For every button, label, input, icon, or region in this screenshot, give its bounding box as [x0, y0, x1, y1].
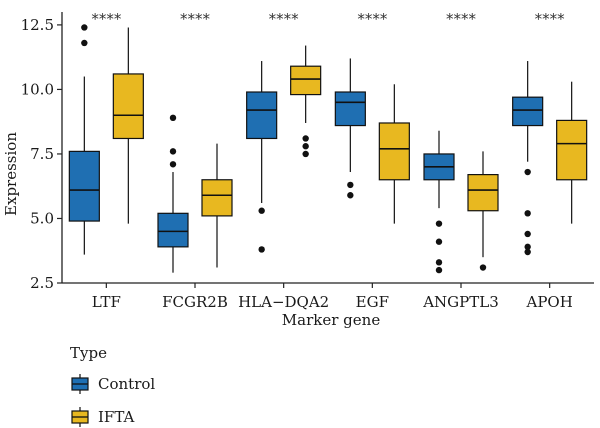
legend-title: Type	[70, 344, 107, 362]
legend: Type Control IFTA	[70, 344, 155, 427]
box-body	[556, 119, 588, 181]
outlier-point	[435, 238, 443, 245]
box-control	[246, 61, 278, 253]
outlier-point	[169, 161, 177, 168]
box-body	[378, 122, 410, 181]
legend-label: Control	[98, 375, 155, 393]
outlier-point	[169, 114, 177, 122]
outlier-point	[347, 181, 354, 189]
box-body	[68, 150, 100, 222]
box-body	[334, 91, 366, 127]
outlier-point	[524, 243, 531, 251]
box-body	[246, 91, 278, 140]
legend-item-control: Control	[71, 374, 155, 394]
box-body	[512, 96, 544, 127]
box-control	[334, 58, 366, 199]
y-tick-label: 10.0	[21, 80, 54, 98]
outlier-point	[81, 39, 88, 47]
outlier-point	[81, 24, 88, 31]
significance-label: ****	[357, 10, 388, 28]
outlier-point	[347, 192, 354, 199]
box-body	[290, 65, 322, 96]
outlier-point	[435, 259, 443, 266]
x-axis-title: Marker gene	[282, 311, 381, 329]
box-ifta	[378, 84, 410, 224]
y-tick-label: 5.0	[30, 209, 54, 227]
outlier-point	[258, 246, 265, 253]
legend-label: IFTA	[98, 408, 135, 426]
box-ifta	[556, 81, 588, 224]
significance-label: ****	[91, 10, 122, 28]
legend-item-ifta: IFTA	[71, 407, 135, 427]
box-ifta	[112, 27, 144, 224]
box-ifta	[201, 143, 233, 268]
x-tick-label: ANGPTL3	[422, 293, 499, 311]
box-body	[157, 212, 189, 248]
x-tick-label: EGF	[356, 293, 389, 311]
outlier-point	[258, 207, 265, 214]
x-tick-label: HLA−DQA2	[238, 293, 329, 311]
x-tick-label: FCGR2B	[162, 293, 228, 311]
outlier-point	[302, 135, 309, 142]
outlier-point	[524, 210, 531, 217]
x-tick-label: APOH	[526, 293, 573, 311]
box-control	[157, 114, 189, 273]
outlier-point	[479, 264, 487, 271]
outlier-point	[435, 266, 443, 274]
box-body	[467, 174, 499, 212]
outlier-point	[169, 148, 177, 155]
outlier-point	[524, 248, 531, 256]
outlier-point	[524, 230, 531, 238]
box-control	[68, 24, 100, 255]
box-ifta	[467, 151, 499, 271]
box-control	[423, 130, 455, 274]
y-tick-label: 12.5	[21, 16, 54, 34]
significance-label: ****	[446, 10, 477, 28]
box-body	[112, 73, 144, 140]
box-ifta	[290, 45, 322, 158]
outlier-point	[302, 150, 309, 158]
significance-label: ****	[180, 10, 211, 28]
y-tick-label: 2.5	[30, 274, 54, 292]
outlier-point	[435, 220, 443, 227]
significance-label: ****	[269, 10, 300, 28]
box-control	[512, 61, 544, 256]
x-tick-label: LTF	[92, 293, 121, 311]
y-tick-label: 7.5	[30, 145, 54, 163]
box-body	[201, 179, 233, 217]
y-axis-title: Expression	[2, 132, 20, 216]
significance-label: ****	[535, 10, 566, 28]
outlier-point	[302, 143, 309, 150]
outlier-point	[524, 168, 531, 176]
